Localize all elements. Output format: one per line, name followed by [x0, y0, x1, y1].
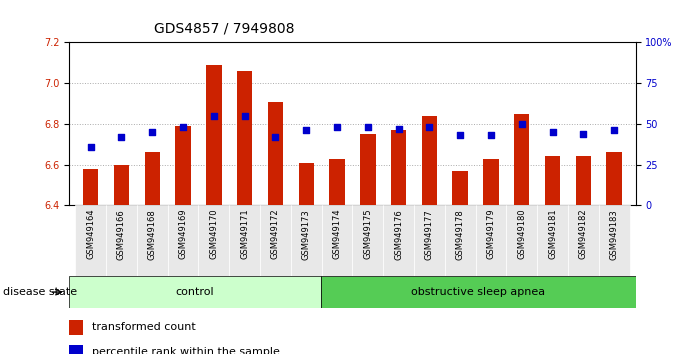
Point [424, 124, 435, 130]
Bar [206, 65, 222, 205]
Point [486, 132, 497, 138]
Text: GSM949180: GSM949180 [518, 209, 527, 259]
Bar [576, 156, 591, 205]
Text: GSM949164: GSM949164 [86, 209, 95, 259]
Text: percentile rank within the sample: percentile rank within the sample [92, 347, 280, 354]
Text: GSM949174: GSM949174 [332, 209, 341, 259]
Point [547, 129, 558, 135]
Bar [69, 345, 83, 354]
FancyBboxPatch shape [137, 205, 168, 276]
FancyBboxPatch shape [291, 205, 321, 276]
Text: GSM949168: GSM949168 [148, 209, 157, 259]
Text: control: control [176, 287, 214, 297]
Text: GSM949169: GSM949169 [178, 209, 187, 259]
Text: GSM949181: GSM949181 [548, 209, 557, 259]
Point [116, 134, 127, 140]
Bar [391, 130, 406, 205]
Point [85, 144, 96, 149]
Bar [237, 71, 252, 205]
Bar [453, 171, 468, 205]
Text: GDS4857 / 7949808: GDS4857 / 7949808 [154, 21, 294, 35]
Text: GSM949177: GSM949177 [425, 209, 434, 259]
Bar [483, 159, 499, 205]
Bar [176, 126, 191, 205]
FancyBboxPatch shape [352, 205, 384, 276]
Bar [267, 102, 283, 205]
Point [578, 131, 589, 137]
FancyBboxPatch shape [260, 205, 291, 276]
FancyBboxPatch shape [75, 205, 106, 276]
FancyBboxPatch shape [229, 205, 260, 276]
Text: GSM949171: GSM949171 [240, 209, 249, 259]
FancyBboxPatch shape [168, 205, 198, 276]
FancyBboxPatch shape [106, 205, 137, 276]
Bar [144, 152, 160, 205]
Text: transformed count: transformed count [92, 322, 196, 332]
Point [239, 113, 250, 119]
Text: GSM949182: GSM949182 [579, 209, 588, 259]
Bar [114, 165, 129, 205]
Bar [545, 156, 560, 205]
Point [208, 113, 219, 119]
Bar [330, 159, 345, 205]
Text: GSM949178: GSM949178 [455, 209, 464, 259]
FancyBboxPatch shape [321, 205, 352, 276]
FancyBboxPatch shape [568, 205, 599, 276]
Point [393, 126, 404, 132]
Point [362, 124, 373, 130]
FancyBboxPatch shape [599, 205, 630, 276]
Text: GSM949172: GSM949172 [271, 209, 280, 259]
Bar [360, 134, 375, 205]
Text: obstructive sleep apnea: obstructive sleep apnea [411, 287, 545, 297]
Text: GSM949173: GSM949173 [302, 209, 311, 259]
Bar [514, 114, 529, 205]
Point [270, 134, 281, 140]
FancyBboxPatch shape [384, 205, 414, 276]
Text: GSM949175: GSM949175 [363, 209, 372, 259]
Point [301, 127, 312, 133]
FancyBboxPatch shape [69, 276, 321, 308]
Text: disease state: disease state [3, 287, 77, 297]
Point [332, 124, 343, 130]
Bar [299, 162, 314, 205]
Bar [607, 152, 622, 205]
Point [455, 132, 466, 138]
FancyBboxPatch shape [445, 205, 475, 276]
Text: GSM949166: GSM949166 [117, 209, 126, 259]
FancyBboxPatch shape [321, 276, 636, 308]
Bar [422, 116, 437, 205]
Point [609, 127, 620, 133]
FancyBboxPatch shape [198, 205, 229, 276]
FancyBboxPatch shape [507, 205, 537, 276]
Text: GSM949179: GSM949179 [486, 209, 495, 259]
Text: GSM949176: GSM949176 [394, 209, 403, 259]
Bar [69, 320, 83, 335]
Point [146, 129, 158, 135]
Bar [83, 169, 98, 205]
FancyBboxPatch shape [475, 205, 507, 276]
FancyBboxPatch shape [414, 205, 445, 276]
Text: GSM949170: GSM949170 [209, 209, 218, 259]
Point [178, 124, 189, 130]
Text: GSM949183: GSM949183 [609, 209, 618, 259]
Point [516, 121, 527, 127]
FancyBboxPatch shape [537, 205, 568, 276]
